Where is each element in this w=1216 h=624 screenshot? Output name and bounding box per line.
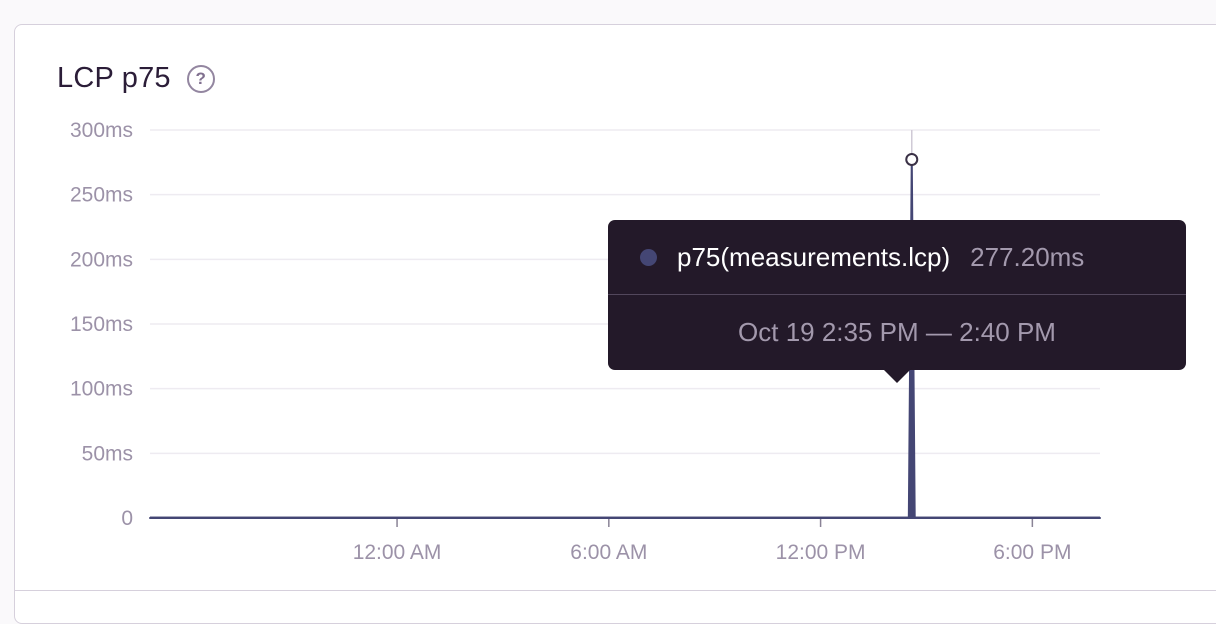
hover-point (905, 152, 919, 166)
x-tick-label: 12:00 AM (353, 541, 442, 564)
y-tick-label: 150ms (70, 313, 133, 336)
y-tick-label: 200ms (70, 248, 133, 271)
series-color-dot (640, 248, 657, 266)
question-circle-icon[interactable]: ? (186, 64, 215, 93)
tooltip-arrow (882, 368, 912, 383)
x-tick-label: 12:00 PM (776, 541, 866, 564)
chart-header: LCP p75 ? (57, 62, 215, 95)
y-tick-label: 300ms (70, 119, 133, 142)
tooltip-time-range: Oct 19 2:35 PM — 2:40 PM (738, 317, 1056, 347)
card-footer-divider (14, 590, 1216, 591)
tooltip-series-value: 277.20ms (970, 241, 1085, 272)
tooltip-header: p75(measurements.lcp) 277.20ms (608, 220, 1186, 295)
tooltip-series-name: p75(measurements.lcp) (677, 241, 951, 272)
y-tick-label: 50ms (82, 442, 133, 465)
x-tick-label: 6:00 AM (570, 541, 647, 564)
x-tick-label: 6:00 PM (993, 541, 1071, 564)
chart-tooltip: p75(measurements.lcp) 277.20ms Oct 19 2:… (608, 220, 1186, 370)
y-tick-label: 250ms (70, 184, 133, 207)
y-tick-label: 0 (121, 507, 133, 530)
chart-title: LCP p75 (57, 62, 171, 94)
y-tick-label: 100ms (70, 378, 133, 401)
